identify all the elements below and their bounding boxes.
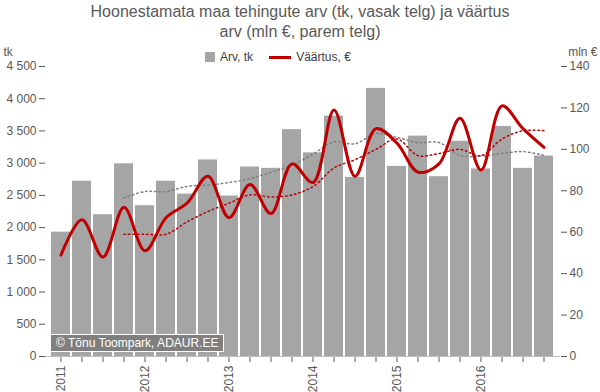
svg-text:100: 100 xyxy=(570,142,590,156)
svg-text:40: 40 xyxy=(570,266,584,280)
html-text:© Tõnu Toompark, ADAUR.EE: © Tõnu Toompark, ADAUR.EE xyxy=(56,336,219,350)
svg-text:0: 0 xyxy=(30,349,37,363)
html-text:Väärtus, €: Väärtus, € xyxy=(296,50,351,64)
svg-text:120: 120 xyxy=(570,101,590,115)
svg-text:4 500: 4 500 xyxy=(6,59,36,73)
svg-text:60: 60 xyxy=(570,225,584,239)
svg-text:2014: 2014 xyxy=(306,365,320,392)
svg-text:2011: 2011 xyxy=(54,365,68,391)
svg-text:2016: 2016 xyxy=(474,365,488,392)
svg-text:140: 140 xyxy=(570,59,590,73)
svg-text:80: 80 xyxy=(570,184,584,198)
svg-text:mln €: mln € xyxy=(568,45,598,59)
html-text:Hoonestamata maa tehingute arv: Hoonestamata maa tehingute arv (tk, vasa… xyxy=(90,3,510,40)
svg-text:2015: 2015 xyxy=(390,365,404,392)
svg-text:1 500: 1 500 xyxy=(6,253,36,267)
svg-text:3 000: 3 000 xyxy=(6,156,36,170)
svg-text:0: 0 xyxy=(570,349,577,363)
html-text:Arv, tk: Arv, tk xyxy=(220,50,254,64)
svg-text:2012: 2012 xyxy=(138,365,152,392)
svg-text:2013: 2013 xyxy=(222,365,236,392)
svg-text:500: 500 xyxy=(16,317,36,331)
svg-text:4 000: 4 000 xyxy=(6,92,36,106)
svg-text:2 000: 2 000 xyxy=(6,220,36,234)
svg-text:20: 20 xyxy=(570,308,584,322)
svg-text:3 500: 3 500 xyxy=(6,124,36,138)
svg-text:2 500: 2 500 xyxy=(6,188,36,202)
svg-text:1 000: 1 000 xyxy=(6,285,36,299)
svg-text:tk: tk xyxy=(4,45,14,59)
